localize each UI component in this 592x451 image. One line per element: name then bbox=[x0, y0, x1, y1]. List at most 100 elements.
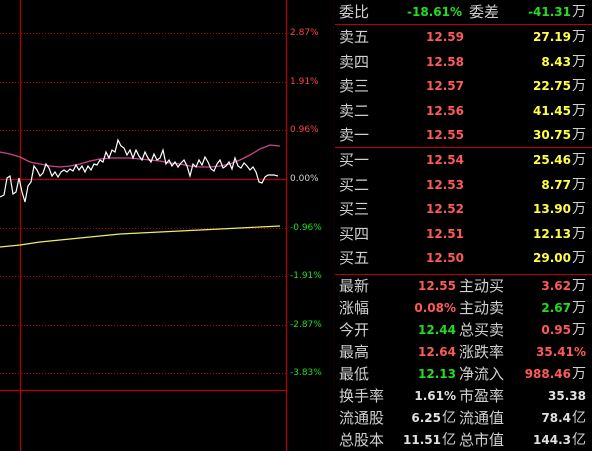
buy-order-volume-cell: 29.00万 bbox=[533, 246, 586, 270]
stat-label: 流通值 bbox=[459, 409, 505, 427]
buy-order-label: 买五 bbox=[339, 249, 370, 267]
stat-value: 1.61% bbox=[414, 389, 456, 403]
stat-value-cell: 0.08% bbox=[414, 297, 456, 319]
sell-order-volume: 30.75 bbox=[533, 128, 571, 142]
sell-order-volume: 27.19 bbox=[533, 30, 571, 44]
stat-value-cell: 35.41% bbox=[536, 341, 586, 363]
sell-order-volume: 8.43 bbox=[541, 54, 571, 69]
sell-order-row[interactable]: 卖一 12.55 30.75万 bbox=[335, 123, 592, 147]
buy-order-volume-cell: 8.77万 bbox=[541, 173, 586, 197]
stat-label: 市盈率 bbox=[459, 387, 505, 405]
stat-unit: 万 bbox=[572, 366, 586, 382]
stat-label: 涨幅 bbox=[339, 299, 370, 317]
buy-order-label: 买三 bbox=[339, 200, 370, 218]
stat-value-cell: 0.95万 bbox=[541, 319, 586, 341]
intraday-chart-canvas bbox=[0, 0, 334, 451]
buy-order-row[interactable]: 买三 12.52 13.90万 bbox=[335, 197, 592, 221]
separator bbox=[335, 274, 592, 275]
sell-order-row[interactable]: 卖三 12.57 22.75万 bbox=[335, 74, 592, 98]
buy-order-label: 买二 bbox=[339, 175, 370, 194]
sell-order-volume-cell: 27.19万 bbox=[533, 25, 586, 49]
buy-order-row[interactable]: 买一 12.54 25.46万 bbox=[335, 148, 592, 172]
stat-value-cell: 3.62万 bbox=[541, 275, 586, 297]
buy-order-volume-cell: 13.90万 bbox=[533, 197, 586, 221]
stat-label: 总买卖 bbox=[459, 321, 505, 339]
pct-axis-label: 2.87% bbox=[290, 28, 319, 38]
stats-row: 总股本 11.51亿 总市值 144.3亿 bbox=[335, 429, 592, 451]
stat-unit: 万 bbox=[572, 322, 586, 338]
stats-row: 流通股 6.25亿 流通值 78.4亿 bbox=[335, 407, 592, 429]
stat-value-cell: 1.61% bbox=[414, 385, 456, 407]
stat-value: 0.95 bbox=[541, 323, 571, 337]
stat-unit: 亿 bbox=[442, 410, 456, 426]
sell-order-volume-cell: 30.75万 bbox=[533, 123, 586, 147]
stat-value-cell: 6.25亿 bbox=[411, 407, 456, 429]
weibi-label: 委比 bbox=[339, 3, 370, 21]
buy-order-row[interactable]: 买五 12.50 29.00万 bbox=[335, 246, 592, 270]
buy-order-volume-cell: 12.13万 bbox=[533, 222, 586, 246]
buy-order-label: 买四 bbox=[339, 224, 370, 243]
stat-value-cell: 144.3亿 bbox=[533, 429, 586, 451]
sell-order-label: 卖一 bbox=[339, 126, 370, 144]
sell-order-volume-unit: 万 bbox=[572, 29, 586, 45]
stat-value: 11.51 bbox=[403, 433, 441, 447]
stat-value: 78.4 bbox=[541, 411, 571, 425]
intraday-chart[interactable]: 2.87% 1.91% 0.96% 0.00% -0.96% -1.91% -2.87% -3… bbox=[0, 0, 334, 451]
buy-order-volume-unit: 万 bbox=[572, 176, 586, 193]
stat-value: 6.25 bbox=[411, 411, 441, 425]
sell-order-price: 12.58 bbox=[426, 54, 464, 69]
stat-label: 换手率 bbox=[339, 387, 385, 405]
sell-order-volume-unit: 万 bbox=[572, 78, 586, 94]
pct-axis-label: -1.91% bbox=[290, 271, 322, 281]
sell-order-label: 卖五 bbox=[339, 28, 370, 46]
stat-label: 主动卖 bbox=[459, 299, 505, 317]
volume-avg-line bbox=[0, 225, 281, 248]
pct-axis-label: -0.96% bbox=[290, 223, 322, 233]
stat-value: 12.13 bbox=[418, 367, 456, 381]
price-line bbox=[0, 138, 279, 203]
sell-order-row[interactable]: 卖四 12.58 8.43万 bbox=[335, 50, 592, 74]
sell-order-volume: 41.45 bbox=[533, 103, 571, 118]
buy-order-price: 12.52 bbox=[426, 202, 464, 216]
sell-order-volume-cell: 8.43万 bbox=[541, 50, 586, 74]
stat-value: 12.44 bbox=[418, 323, 456, 337]
stats-row: 最新 12.55 主动买 3.62万 bbox=[335, 275, 592, 297]
stats-row: 最低 12.13 净流入 988.46万 bbox=[335, 363, 592, 385]
avg-price-line bbox=[0, 144, 281, 168]
stat-value-cell: 12.44 bbox=[418, 319, 456, 341]
stat-value-cell: 12.13 bbox=[418, 363, 456, 385]
weibi-row: 委比 -18.61% 委差 -41.31万 bbox=[335, 0, 592, 24]
stat-value: 2.67 bbox=[541, 301, 571, 315]
stat-unit: 万 bbox=[572, 278, 586, 294]
stat-value: 35.38 bbox=[548, 389, 586, 403]
buy-order-row[interactable]: 买四 12.51 12.13万 bbox=[335, 222, 592, 246]
sell-order-volume-cell: 41.45万 bbox=[533, 99, 586, 123]
buy-order-volume-unit: 万 bbox=[572, 225, 586, 242]
buy-order-volume-unit: 万 bbox=[572, 250, 586, 266]
stat-value-cell: 988.46万 bbox=[525, 363, 586, 385]
sell-order-label: 卖三 bbox=[339, 77, 370, 95]
weicha-value: -41.31 bbox=[528, 5, 571, 19]
stat-label: 总股本 bbox=[339, 431, 385, 449]
stats-row: 今开 12.44 总买卖 0.95万 bbox=[335, 319, 592, 341]
pct-axis-label: 0.00% bbox=[290, 174, 319, 184]
sell-order-price: 12.59 bbox=[426, 30, 464, 44]
buy-order-volume-cell: 25.46万 bbox=[533, 148, 586, 172]
sell-order-volume-unit: 万 bbox=[572, 53, 586, 70]
buy-order-volume: 25.46 bbox=[533, 153, 571, 167]
buy-order-price: 12.50 bbox=[426, 251, 464, 265]
buy-order-volume-unit: 万 bbox=[572, 201, 586, 217]
stat-label: 总市值 bbox=[459, 431, 505, 449]
stats-row: 涨幅 0.08% 主动卖 2.67万 bbox=[335, 297, 592, 319]
sell-order-row[interactable]: 卖五 12.59 27.19万 bbox=[335, 25, 592, 49]
stat-label: 最低 bbox=[339, 365, 370, 383]
sell-order-row[interactable]: 卖二 12.56 41.45万 bbox=[335, 99, 592, 123]
stat-value: 0.08% bbox=[414, 301, 456, 315]
separator bbox=[335, 147, 592, 148]
stats-row: 换手率 1.61% 市盈率 35.38 bbox=[335, 385, 592, 407]
stat-value: 3.62 bbox=[541, 279, 571, 293]
stat-value: 12.55 bbox=[418, 279, 456, 293]
stat-value: 12.64 bbox=[418, 345, 456, 359]
buy-order-row[interactable]: 买二 12.53 8.77万 bbox=[335, 173, 592, 197]
buy-order-price: 12.53 bbox=[426, 177, 464, 192]
